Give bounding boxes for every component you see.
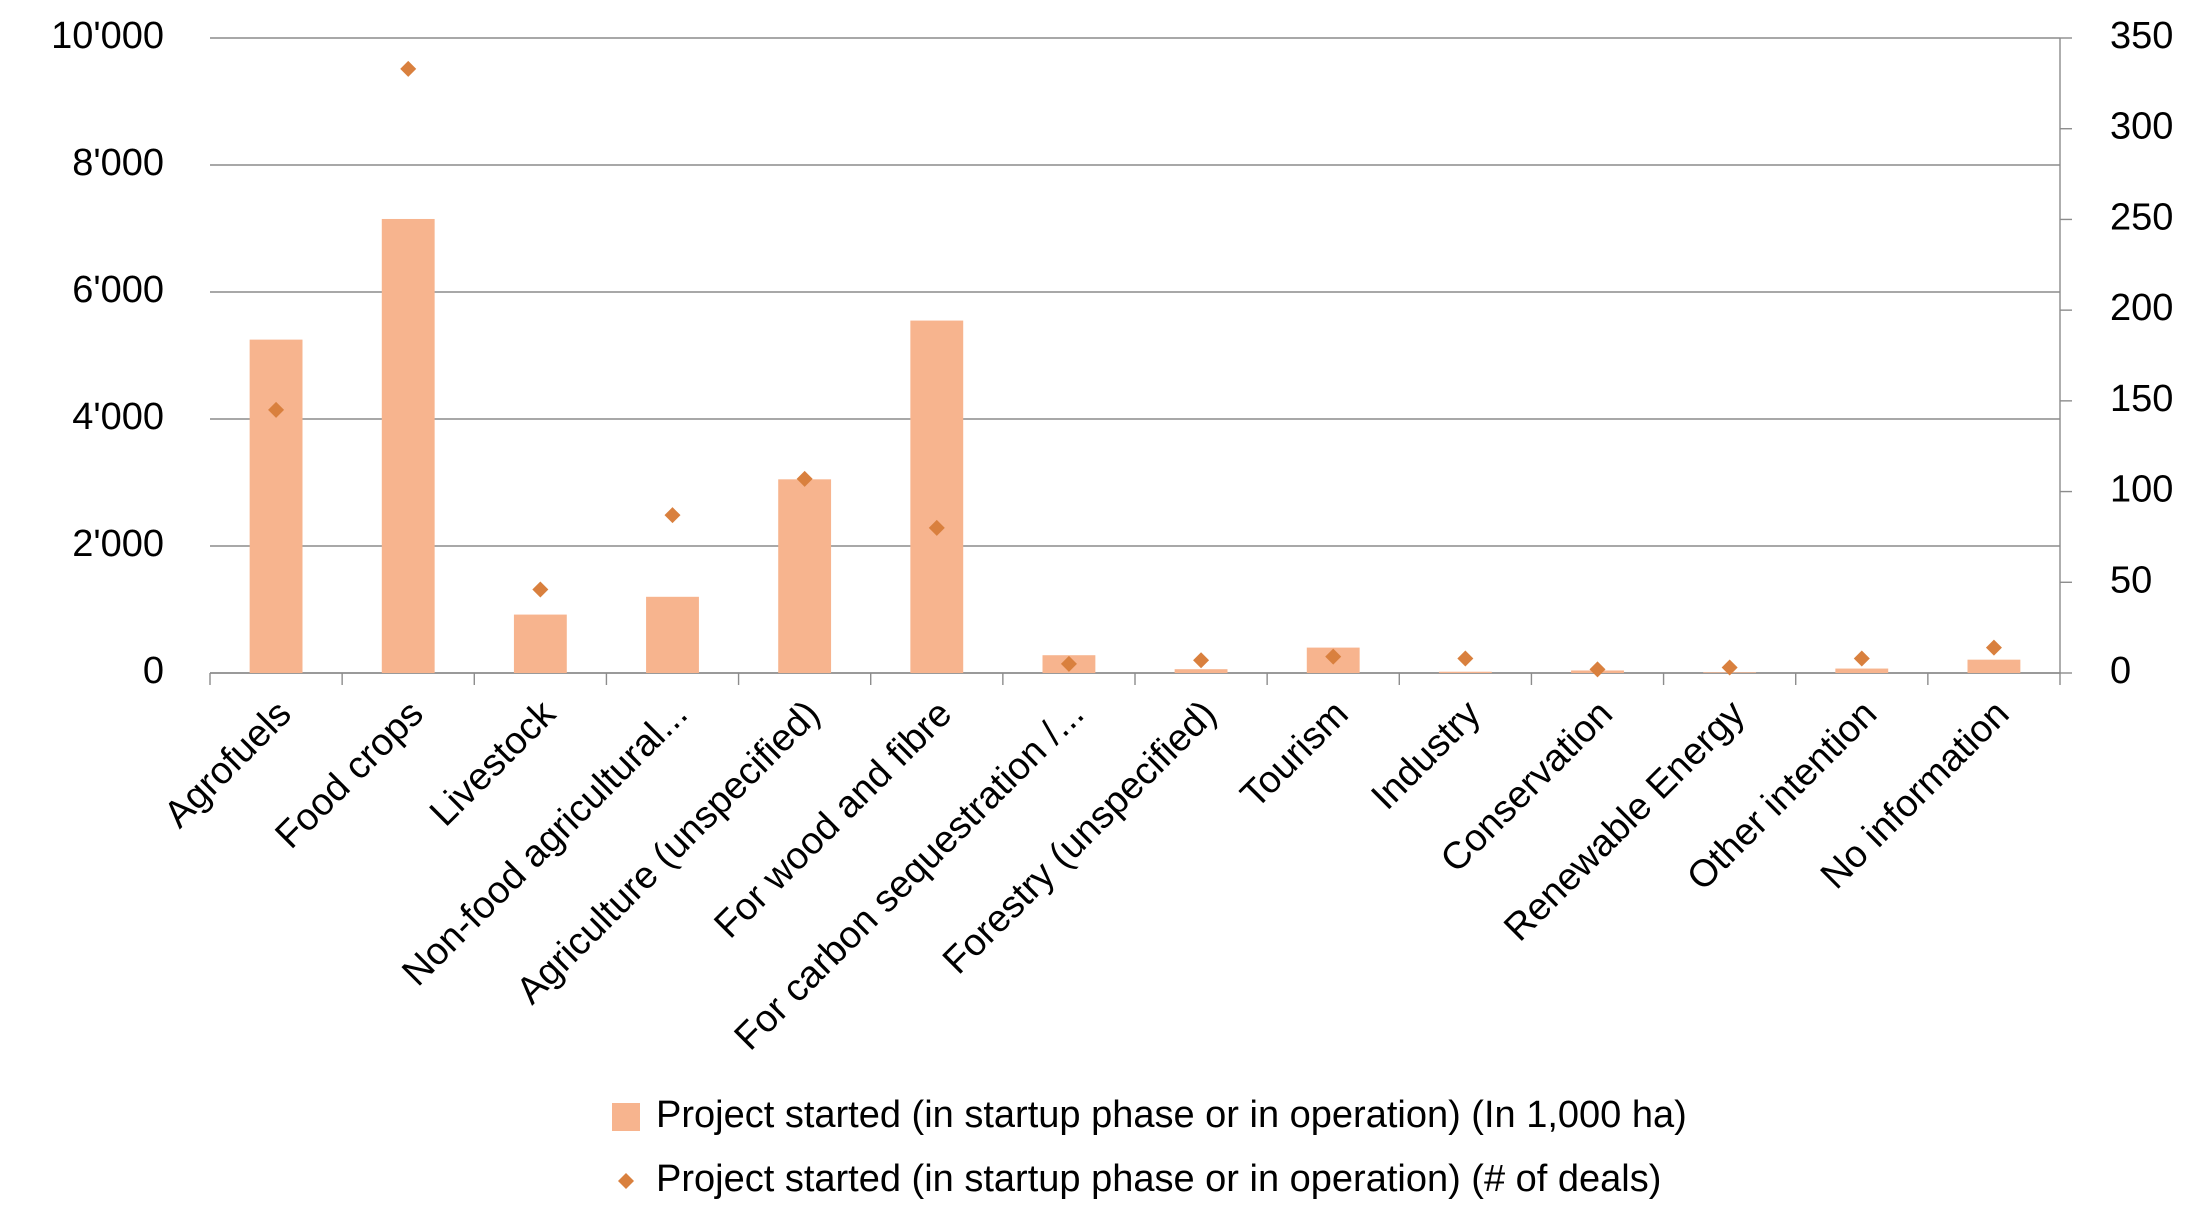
marker: [400, 60, 417, 77]
y2-tick-label: 50: [2110, 559, 2152, 601]
marker: [1193, 652, 1210, 669]
legend-label: Project started (in startup phase or in …: [656, 1094, 1687, 1136]
bar: [910, 320, 964, 673]
marker: [796, 470, 813, 487]
bar: [381, 218, 435, 673]
y-tick-label: 4'000: [72, 396, 164, 438]
y2-tick-label: 300: [2110, 106, 2173, 148]
marker: [664, 507, 681, 524]
marker: [532, 581, 549, 598]
bar: [1438, 671, 1492, 673]
bar: [249, 339, 303, 673]
y2-tick-label: 350: [2110, 15, 2173, 57]
marker: [1060, 655, 1077, 672]
y2-tick-label: 0: [2110, 650, 2131, 692]
y-tick-label: 6'000: [72, 269, 164, 311]
bar: [513, 614, 567, 673]
y-tick-label: 0: [143, 650, 164, 692]
marker: [1853, 650, 1870, 667]
legend-marker: [618, 1173, 634, 1189]
legend-swatch: [612, 1103, 640, 1131]
x-tick-label: Livestock: [422, 692, 564, 834]
legend-label: Project started (in startup phase or in …: [656, 1158, 1661, 1200]
bar: [1967, 659, 2021, 673]
y-tick-label: 2'000: [72, 523, 164, 565]
x-tick-label: Agrofuels: [156, 693, 299, 836]
y2-tick-label: 100: [2110, 469, 2173, 511]
x-tick-label: Industry: [1364, 693, 1489, 818]
y2-tick-label: 200: [2110, 287, 2173, 329]
bar: [1174, 669, 1228, 673]
marker: [1721, 659, 1738, 676]
y-tick-label: 8'000: [72, 142, 164, 184]
marker: [1589, 661, 1606, 678]
y2-tick-label: 250: [2110, 196, 2173, 238]
y-tick-label: 10'000: [51, 15, 164, 57]
marker: [928, 519, 945, 536]
x-tick-label: Tourism: [1233, 693, 1357, 817]
marker: [1457, 650, 1474, 667]
marker: [1985, 639, 2002, 656]
marker: [1325, 648, 1342, 665]
x-tick-label: For wood and fibre: [707, 693, 961, 947]
bar: [778, 479, 832, 673]
y2-tick-label: 150: [2110, 378, 2173, 420]
x-tick-label: Renewable Energy: [1496, 693, 1753, 950]
marker: [268, 401, 285, 418]
bar: [1835, 668, 1889, 673]
bar: [646, 596, 699, 673]
x-tick-label: Forestry (unspecified): [935, 693, 1225, 983]
